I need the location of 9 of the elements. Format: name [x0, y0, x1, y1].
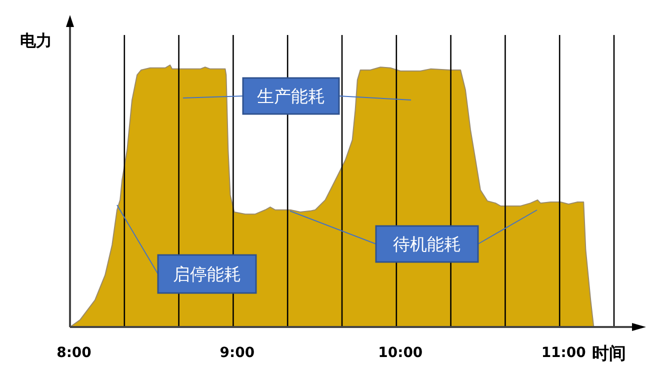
annotation: 生产能耗 [257, 87, 325, 107]
y-axis-title: 电力 [20, 31, 52, 50]
x-axis-title: 时间 [592, 344, 626, 364]
annotation: 待机能耗 [393, 235, 461, 255]
x-tick-label: 11:00 [541, 345, 586, 361]
annotation: 启停能耗 [173, 265, 241, 285]
x-tick-label: 9:00 [220, 345, 255, 361]
x-tick-label: 8:00 [56, 345, 92, 361]
x-tick-label: 10:00 [378, 345, 423, 361]
